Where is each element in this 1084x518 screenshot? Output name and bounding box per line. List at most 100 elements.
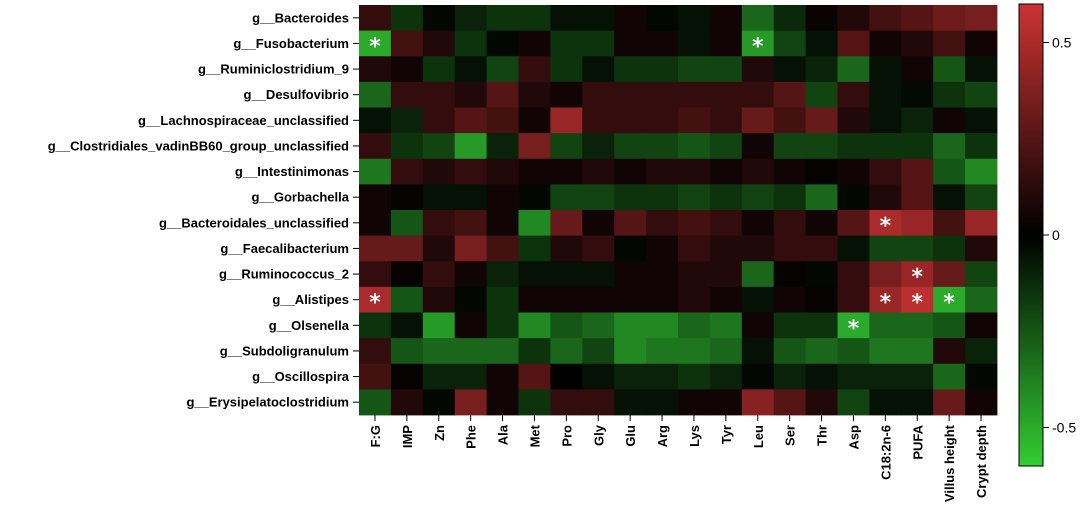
heatmap-cell-g-lachnospiraceae-unclassified-arg	[646, 107, 679, 134]
heatmap-cell-g-ruminococcus-2-leu	[741, 261, 775, 288]
column-label: Met	[527, 424, 542, 447]
heatmap-cell-g-alistipes-glu	[614, 286, 647, 313]
heatmap-cell-g-subdoligranulum-zn	[422, 338, 456, 365]
heatmap-cell-g-intestinimonas-villus-height	[933, 158, 966, 185]
heatmap-cell-g-intestinimonas-leu	[741, 158, 775, 185]
heatmap-cell-g-ruminococcus-2-zn	[422, 261, 456, 288]
heatmap-cell-g-bacteroides-f-g	[359, 5, 392, 32]
heatmap-cell-g-ruminiclostridium-9-thr	[805, 56, 838, 83]
heatmap-cell-g-bacteroidales-unclassified-met	[518, 210, 551, 237]
heatmap-cell-g-erysipelatoclostridium-lys	[678, 389, 711, 416]
heatmap-cell-g-gorbachella-asp	[837, 184, 870, 211]
heatmap-cell-g-faecalibacterium-gly	[582, 235, 615, 262]
heatmap-cell-g-ruminiclostridium-9-glu	[614, 56, 647, 83]
heatmap-cell-g-fusobacterium-phe	[454, 30, 487, 57]
heatmap-cell-g-intestinimonas-asp	[837, 158, 870, 185]
heatmap-cell-g-ruminiclostridium-9-ser	[773, 56, 806, 83]
heatmap-cell-g-clostridiales-vadinbb60-group-unclassified-f-g	[359, 133, 392, 160]
heatmap-cell-g-ruminococcus-2-c18-2n-6	[869, 261, 902, 288]
heatmap-cell-g-alistipes-imp	[390, 286, 424, 313]
heatmap-cell-g-subdoligranulum-ser	[773, 338, 806, 365]
heatmap-cell-g-lachnospiraceae-unclassified-asp	[837, 107, 870, 134]
heatmap-cell-g-gorbachella-imp	[390, 184, 424, 211]
heatmap-cell-g-gorbachella-phe	[454, 184, 487, 211]
heatmap-cell-g-subdoligranulum-glu	[614, 338, 647, 365]
heatmap-cell-g-oscillospira-met	[518, 363, 551, 390]
heatmap-cell-g-ruminiclostridium-9-gly	[582, 56, 615, 83]
column-label: IMP	[400, 425, 415, 448]
heatmap-cell-g-clostridiales-vadinbb60-group-unclassified-lys	[678, 133, 711, 160]
heatmap-cell-g-bacteroidales-unclassified-imp	[390, 210, 424, 237]
heatmap-cell-g-fusobacterium-thr	[805, 30, 838, 57]
heatmap-cell-g-ruminococcus-2-arg	[646, 261, 679, 288]
heatmap-cell-g-alistipes-pufa	[901, 286, 934, 313]
heatmap-cell-g-olsenella-tyr	[709, 312, 743, 339]
heatmap-cell-g-ruminococcus-2-phe	[454, 261, 487, 288]
heatmap-cell-g-bacteroides-crypt-depth	[965, 5, 998, 32]
heatmap-cell-g-erysipelatoclostridium-leu	[741, 389, 775, 416]
heatmap-cell-g-fusobacterium-villus-height	[933, 30, 966, 57]
heatmap-cell-g-ruminiclostridium-9-tyr	[709, 56, 743, 83]
heatmap-cell-g-alistipes-thr	[805, 286, 838, 313]
colorbar-gradient	[1018, 3, 1044, 467]
heatmap-cell-g-ruminococcus-2-f-g	[359, 261, 392, 288]
heatmap-cell-g-alistipes-zn	[422, 286, 456, 313]
heatmap-cell-g-bacteroides-pro	[550, 5, 583, 32]
heatmap-cell-g-gorbachella-thr	[805, 184, 838, 211]
column-label: Zn	[432, 425, 447, 441]
heatmap-cell-g-intestinimonas-crypt-depth	[965, 158, 998, 185]
heatmap-cell-g-ruminococcus-2-lys	[678, 261, 711, 288]
heatmap-cell-g-faecalibacterium-pufa	[901, 235, 934, 262]
heatmap-cell-g-bacteroidales-unclassified-gly	[582, 210, 615, 237]
heatmap-cell-g-oscillospira-ala	[486, 363, 519, 390]
heatmap-cell-g-alistipes-asp	[837, 286, 870, 313]
heatmap-cell-g-bacteroides-met	[518, 5, 551, 32]
heatmap-cell-g-oscillospira-lys	[678, 363, 711, 390]
heatmap-cell-g-intestinimonas-ala	[486, 158, 519, 185]
heatmap-cell-g-gorbachella-crypt-depth	[965, 184, 998, 211]
heatmap-cell-g-faecalibacterium-phe	[454, 235, 487, 262]
heatmap-cell-g-lachnospiraceae-unclassified-imp	[390, 107, 424, 134]
heatmap-cell-g-olsenella-thr	[805, 312, 838, 339]
heatmap-cell-g-subdoligranulum-arg	[646, 338, 679, 365]
row-label: g__Gorbachella	[251, 190, 349, 205]
row-label: g__Clostridiales_vadinBB60_group_unclass…	[48, 138, 349, 153]
heatmap-cell-g-gorbachella-met	[518, 184, 551, 211]
heatmap-cell-g-lachnospiraceae-unclassified-lys	[678, 107, 711, 134]
heatmap-cell-g-ruminiclostridium-9-villus-height	[933, 56, 966, 83]
heatmap-cell-g-desulfovibrio-arg	[646, 81, 679, 108]
heatmap-cell-g-clostridiales-vadinbb60-group-unclassified-pro	[550, 133, 583, 160]
heatmap-cell-g-gorbachella-lys	[678, 184, 711, 211]
heatmap-cell-g-bacteroidales-unclassified-ala	[486, 210, 519, 237]
heatmap-cell-g-oscillospira-tyr	[709, 363, 743, 390]
heatmap-cell-g-intestinimonas-c18-2n-6	[869, 158, 902, 185]
heatmap-cell-g-bacteroides-imp	[390, 5, 424, 32]
colorbar-tick-label: 0.5	[1052, 35, 1072, 51]
column-label: Villus height	[942, 424, 957, 502]
heatmap-cell-g-clostridiales-vadinbb60-group-unclassified-asp	[837, 133, 870, 160]
heatmap-cell-g-desulfovibrio-gly	[582, 81, 615, 108]
row-label: g__Oscillospira	[252, 369, 350, 384]
heatmap-cell-g-ruminiclostridium-9-leu	[741, 56, 775, 83]
heatmap-cell-g-intestinimonas-lys	[678, 158, 711, 185]
heatmap-cell-g-bacteroidales-unclassified-pufa	[901, 210, 934, 237]
heatmap-cell-g-lachnospiraceae-unclassified-met	[518, 107, 551, 134]
heatmap-cell-g-bacteroidales-unclassified-arg	[646, 210, 679, 237]
heatmap-cell-g-clostridiales-vadinbb60-group-unclassified-tyr	[709, 133, 743, 160]
heatmap-cell-g-desulfovibrio-asp	[837, 81, 870, 108]
heatmap-cell-g-clostridiales-vadinbb60-group-unclassified-arg	[646, 133, 679, 160]
heatmap-cell-g-fusobacterium-met	[518, 30, 551, 57]
heatmap-cell-g-subdoligranulum-pro	[550, 338, 583, 365]
heatmap-cell-g-oscillospira-pufa	[901, 363, 934, 390]
heatmap-cell-g-faecalibacterium-crypt-depth	[965, 235, 998, 262]
significance-marker: *	[369, 291, 381, 316]
heatmap-cell-g-bacteroides-ser	[773, 5, 806, 32]
heatmap-cell-g-fusobacterium-gly	[582, 30, 615, 57]
heatmap-cell-g-ruminococcus-2-thr	[805, 261, 838, 288]
column-label: Tyr	[719, 425, 734, 444]
heatmap-cell-g-desulfovibrio-thr	[805, 81, 838, 108]
heatmap-cell-g-subdoligranulum-asp	[837, 338, 870, 365]
heatmap-cell-g-bacteroides-glu	[614, 5, 647, 32]
heatmap-cell-g-bacteroides-zn	[422, 5, 456, 32]
heatmap-cell-g-clostridiales-vadinbb60-group-unclassified-zn	[422, 133, 456, 160]
